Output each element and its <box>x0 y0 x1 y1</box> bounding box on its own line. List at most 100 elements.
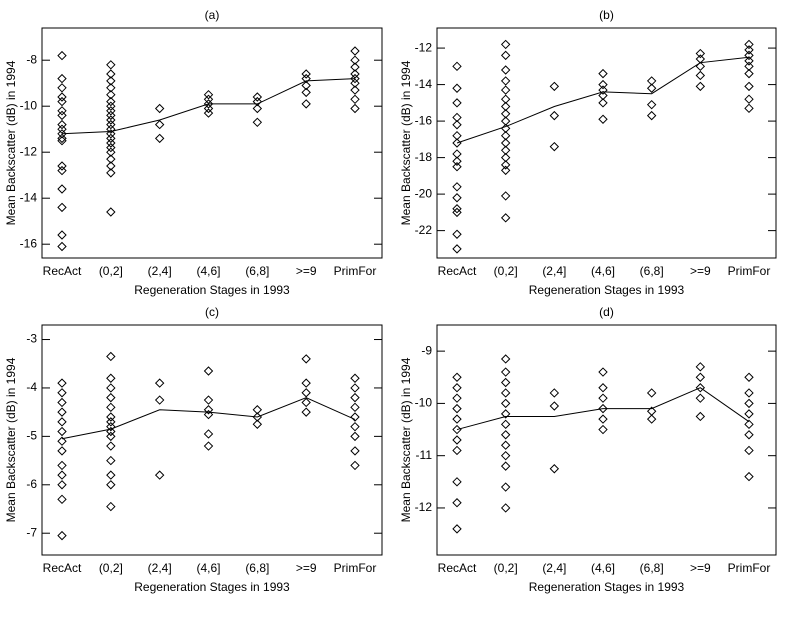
point <box>744 50 754 61</box>
point <box>106 129 116 139</box>
point <box>106 161 116 171</box>
point <box>744 398 754 409</box>
point <box>598 424 608 435</box>
panel-title: (d) <box>599 305 614 319</box>
plot-frame <box>41 324 383 556</box>
point <box>500 213 511 223</box>
point <box>57 184 67 194</box>
point <box>203 395 214 405</box>
point <box>106 402 116 413</box>
point <box>252 103 263 114</box>
point <box>695 362 706 372</box>
x-tick-label: PrimFor <box>728 264 771 278</box>
point <box>106 168 116 178</box>
point <box>252 96 263 107</box>
x-tick-label: (2,4] <box>542 561 566 575</box>
x-tick-label: (2,4] <box>542 264 566 278</box>
point <box>744 388 754 398</box>
point <box>154 378 165 388</box>
point <box>106 115 116 125</box>
point <box>695 393 706 403</box>
point <box>57 480 67 490</box>
x-tick-label: >=9 <box>690 561 711 575</box>
y-tick-label: -14 <box>415 77 433 91</box>
y-tick-label: -7 <box>26 525 37 539</box>
point <box>350 85 360 95</box>
point <box>452 182 462 192</box>
y-tick-label: -12 <box>415 40 433 54</box>
point <box>106 455 116 466</box>
point <box>452 83 462 93</box>
point <box>57 494 67 505</box>
point <box>203 94 214 105</box>
point <box>203 99 214 109</box>
point <box>301 388 311 398</box>
point <box>452 498 462 508</box>
point <box>57 119 67 130</box>
point <box>744 81 754 92</box>
point <box>500 461 511 471</box>
y-tick-label: -3 <box>26 332 37 346</box>
point <box>57 407 67 417</box>
point <box>57 73 67 84</box>
point <box>57 124 67 134</box>
point <box>106 470 116 480</box>
point <box>452 524 462 534</box>
point <box>598 85 608 95</box>
point <box>106 119 116 130</box>
y-tick-label: -5 <box>26 429 37 443</box>
point <box>350 69 360 79</box>
panel-title: (c) <box>205 305 219 319</box>
x-tick-label: (4,6] <box>591 561 615 575</box>
point <box>350 46 360 56</box>
point <box>598 114 608 124</box>
point <box>154 395 165 405</box>
point <box>500 388 511 398</box>
point <box>500 503 511 513</box>
point <box>57 388 67 398</box>
point <box>203 89 214 100</box>
point <box>106 431 116 442</box>
point <box>350 373 360 383</box>
point <box>252 117 263 128</box>
point <box>203 409 214 420</box>
point <box>549 388 560 398</box>
point <box>744 56 754 66</box>
point <box>350 62 360 72</box>
x-tick-label: >=9 <box>690 264 711 278</box>
x-axis-label: Regeneration Stages in 1993 <box>529 580 685 594</box>
point <box>695 411 706 422</box>
plot-frame <box>436 324 777 556</box>
point <box>549 110 560 121</box>
point <box>57 92 67 102</box>
point <box>350 446 360 456</box>
point <box>106 83 116 93</box>
x-tick-label: (6,8] <box>245 264 269 278</box>
point <box>106 96 116 107</box>
point <box>106 383 116 393</box>
y-tick-label: -16 <box>415 113 433 127</box>
x-tick-label: (0,2] <box>494 561 518 575</box>
point <box>598 414 608 424</box>
point <box>57 397 67 408</box>
point <box>57 129 67 139</box>
point <box>154 133 165 144</box>
x-axis-label: Regeneration Stages in 1993 <box>529 283 685 297</box>
point <box>695 81 706 92</box>
x-axis-label: Regeneration Stages in 1993 <box>134 283 290 297</box>
point <box>252 419 263 429</box>
mean-line <box>61 397 356 440</box>
point <box>744 471 754 482</box>
point <box>350 383 360 393</box>
x-tick-label: >=9 <box>296 264 317 278</box>
x-tick-label: PrimFor <box>334 264 377 278</box>
point <box>500 354 511 364</box>
point <box>106 110 116 121</box>
point <box>744 372 754 382</box>
point <box>57 202 67 213</box>
y-tick-label: -18 <box>415 150 433 164</box>
x-tick-label: (2,4] <box>148 561 172 575</box>
point <box>744 68 754 79</box>
point <box>106 60 116 70</box>
